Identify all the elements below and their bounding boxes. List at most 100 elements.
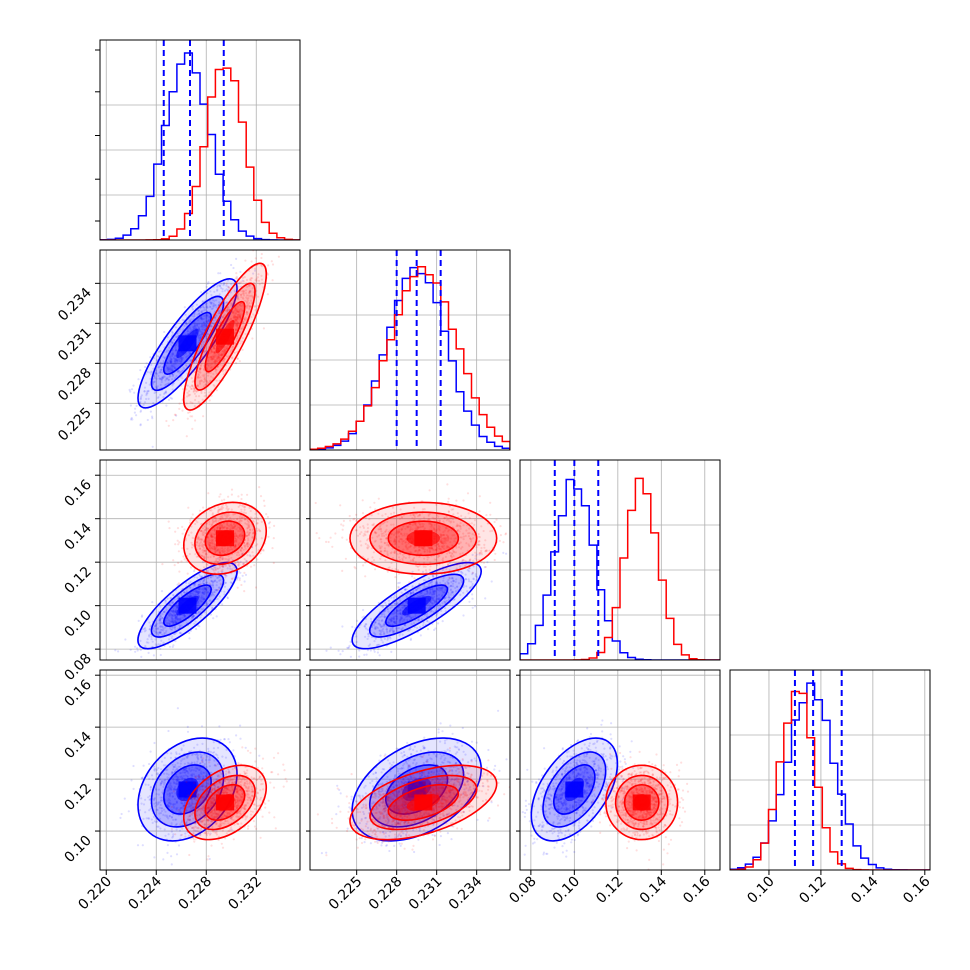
scatter-point — [193, 325, 196, 328]
scatter-point — [164, 391, 167, 394]
scatter-point — [188, 352, 192, 355]
scatter-point — [172, 612, 175, 615]
scatter-point — [192, 387, 196, 390]
scatter-point — [197, 400, 200, 404]
scatter-point — [247, 533, 250, 537]
scatter-point — [147, 397, 150, 400]
scatter-point — [208, 305, 212, 308]
scatter-point — [131, 418, 134, 421]
scatter-point — [240, 539, 243, 542]
scatter-point — [215, 520, 218, 523]
scatter-point — [206, 382, 210, 385]
scatter-point — [211, 512, 214, 515]
scatter-point — [165, 419, 168, 423]
scatter-point — [178, 617, 181, 621]
scatter-point — [155, 631, 158, 634]
scatter-point — [185, 364, 188, 367]
scatter-point — [227, 318, 230, 321]
scatter-point — [218, 301, 221, 304]
scatter-point — [251, 536, 254, 539]
scatter-point — [212, 360, 215, 364]
scatter-point — [149, 624, 152, 627]
scatter-point — [249, 295, 252, 298]
scatter-point — [216, 285, 219, 288]
scatter-point — [130, 388, 134, 391]
scatter-point — [254, 267, 257, 270]
scatter-point — [215, 549, 218, 552]
scatter-point — [505, 552, 508, 555]
scatter-point — [139, 398, 142, 401]
scatter-point — [260, 278, 264, 281]
scatter-point — [169, 604, 172, 607]
scatter-point — [194, 553, 197, 556]
scatter-point — [238, 526, 241, 529]
scatter-point — [242, 325, 245, 328]
scatter-point — [196, 319, 200, 322]
scatter-point — [213, 355, 216, 358]
scatter-point — [189, 595, 192, 599]
scatter-point — [210, 606, 214, 609]
scatter-point — [168, 452, 170, 454]
scatter-point — [224, 349, 227, 352]
scatter-point — [198, 330, 201, 333]
scatter-point — [170, 353, 173, 356]
scatter-point — [165, 622, 169, 625]
scatter-point — [199, 610, 202, 613]
scatter-point — [219, 556, 222, 559]
scatter-point — [200, 379, 203, 383]
scatter-point — [181, 377, 184, 380]
scatter-point — [208, 547, 211, 550]
scatter-point — [221, 316, 224, 319]
scatter-point — [239, 318, 242, 321]
scatter-point — [237, 298, 240, 301]
scatter-point — [157, 366, 160, 369]
scatter-point — [217, 519, 220, 522]
scatter-point — [254, 304, 257, 308]
scatter-point — [160, 368, 163, 371]
scatter-point — [198, 588, 201, 591]
scatter-point — [126, 667, 128, 669]
scatter-point — [376, 651, 379, 654]
scatter-point — [474, 605, 477, 608]
scatter-point — [215, 581, 218, 584]
scatter-point — [209, 575, 212, 579]
scatter-point — [206, 591, 209, 595]
scatter-point — [214, 359, 217, 362]
scatter-point — [173, 598, 176, 601]
scatter-point — [201, 545, 204, 548]
scatter-point — [257, 518, 260, 521]
scatter-point — [190, 372, 193, 375]
scatter-point — [201, 591, 204, 594]
scatter-point — [190, 384, 193, 387]
scatter-point — [218, 357, 221, 360]
scatter-point — [260, 264, 263, 267]
scatter-point — [208, 539, 211, 542]
scatter-point — [239, 533, 242, 536]
scatter-point — [165, 377, 168, 380]
scatter-point — [225, 347, 228, 350]
scatter-point — [218, 527, 221, 530]
scatter-point — [157, 643, 160, 646]
scatter-point — [140, 630, 143, 634]
scatter-point — [243, 544, 246, 547]
scatter-point — [177, 370, 180, 373]
scatter-point — [248, 532, 251, 535]
scatter-point — [188, 552, 191, 556]
scatter-point — [202, 328, 205, 331]
scatter-point — [174, 349, 178, 352]
scatter-point — [193, 312, 196, 315]
scatter-point — [167, 367, 170, 370]
scatter-point — [260, 537, 263, 540]
scatter-point — [251, 519, 255, 522]
scatter-point — [200, 323, 204, 326]
scatter-point — [256, 529, 259, 532]
scatter-point — [218, 359, 221, 362]
scatter-point — [159, 625, 162, 628]
scatter-point — [241, 504, 244, 507]
scatter-point — [167, 378, 170, 381]
scatter-point — [148, 628, 151, 631]
scatter-point — [170, 620, 173, 624]
scatter-point — [201, 324, 204, 327]
scatter-point — [155, 391, 158, 394]
scatter-point — [202, 317, 205, 320]
